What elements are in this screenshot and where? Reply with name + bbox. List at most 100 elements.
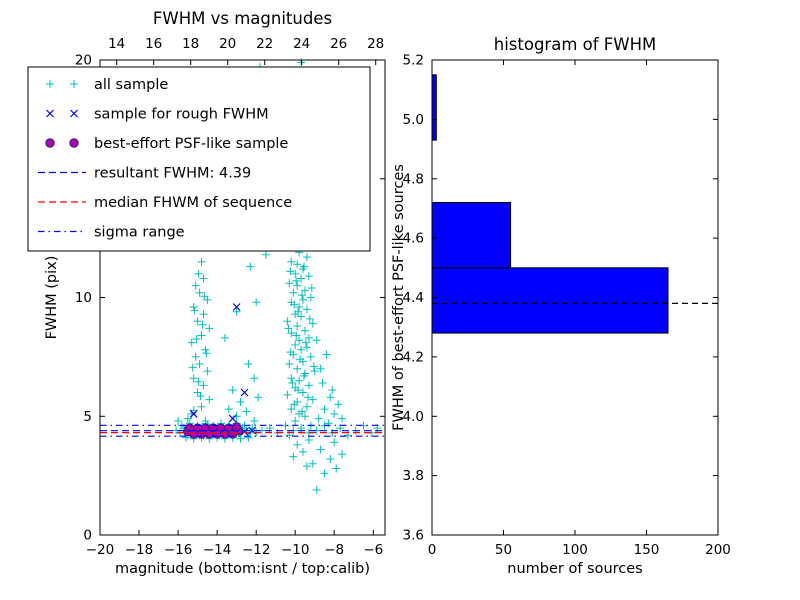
plus-marker (290, 400, 299, 409)
plus-marker (189, 406, 198, 415)
plus-marker (192, 335, 201, 344)
top-x-tick-label: 26 (330, 36, 347, 52)
plus-marker (297, 274, 306, 283)
plus-marker (195, 288, 204, 297)
plus-marker (46, 80, 54, 88)
plus-marker (298, 291, 306, 300)
plus-marker (334, 400, 343, 409)
top-x-tick-label: 28 (367, 36, 384, 52)
plus-marker (228, 386, 237, 395)
plus-marker (312, 485, 321, 494)
plus-marker (205, 324, 214, 333)
right-x-axis-label: number of sources (507, 561, 643, 577)
x-tick-label: −6 (363, 542, 383, 558)
y-tick-label: 4.4 (403, 290, 424, 306)
plus-marker (301, 338, 310, 347)
x-tick-label: 200 (705, 542, 731, 558)
plus-marker (291, 341, 300, 349)
plus-marker (312, 336, 321, 345)
plus-marker (291, 417, 300, 425)
plus-marker (301, 412, 309, 421)
x-marker (46, 109, 54, 118)
x-tick-label: 100 (562, 542, 588, 558)
x-marker (70, 109, 78, 118)
plus-marker (290, 300, 299, 309)
plus-marker (316, 445, 325, 454)
plus-marker (293, 260, 302, 269)
plus-marker (205, 395, 214, 404)
top-x-tick-label: 14 (108, 36, 125, 52)
plus-marker (285, 360, 294, 368)
plus-marker (320, 469, 329, 478)
x-tick-label: −18 (125, 542, 154, 558)
plus-marker (281, 421, 290, 430)
plus-marker (299, 295, 307, 304)
plus-marker (304, 436, 313, 444)
plus-marker (328, 386, 337, 395)
plus-marker (326, 393, 335, 402)
plus-marker (306, 352, 315, 361)
plus-marker (294, 307, 303, 316)
plus-marker (288, 379, 297, 387)
y-tick-label: 3.8 (403, 468, 424, 484)
x-tick-label: −16 (164, 542, 193, 558)
plus-marker (193, 317, 202, 326)
plus-marker (293, 364, 302, 373)
plus-marker (293, 322, 302, 330)
top-x-tick-label: 16 (145, 36, 162, 52)
plus-marker (330, 438, 339, 447)
plus-marker (236, 434, 245, 443)
plus-marker (194, 377, 203, 386)
y-tick-label: 20 (75, 53, 92, 69)
plus-marker (189, 374, 198, 383)
circle-marker (45, 138, 55, 148)
plus-marker (286, 348, 295, 357)
plus-marker (287, 405, 296, 414)
plus-marker (246, 262, 255, 271)
plus-marker (203, 367, 212, 376)
plus-marker (295, 303, 304, 311)
plus-marker (303, 393, 312, 402)
plus-marker (189, 303, 198, 311)
right-plot: 0 50 100 150 200 3.6 3.8 4.0 4.2 4.4 4.6 4.8 5.0 5.2 h… (391, 35, 731, 577)
plus-marker (244, 360, 253, 368)
plus-marker (188, 363, 197, 372)
plus-marker (284, 324, 293, 333)
plus-marker (286, 267, 295, 276)
plus-marker (322, 350, 331, 359)
y-tick-label: 5.2 (403, 53, 424, 69)
plus-marker (297, 312, 306, 321)
legend-entry-median-fhwm-of-sequence: median FHWM of sequence (38, 195, 292, 211)
plus-marker (70, 80, 78, 88)
x-marker (228, 414, 237, 423)
histogram-bar (431, 74, 437, 141)
plus-marker (201, 345, 210, 354)
x-tick-label: −12 (242, 542, 271, 558)
legend-entry-resultant-fwhm-4-39: resultant FWHM: 4.39 (38, 166, 251, 182)
plus-marker (302, 305, 311, 314)
plus-marker (308, 459, 317, 468)
plus-marker (199, 274, 208, 283)
y-tick-label: 5.0 (403, 112, 424, 128)
plus-marker (293, 440, 302, 449)
y-tick-label: 10 (75, 290, 92, 306)
x-tick-label: 0 (428, 542, 437, 558)
plus-marker (300, 371, 308, 380)
plus-marker (283, 390, 292, 399)
legend-label: all sample (94, 77, 168, 93)
plus-marker (291, 269, 300, 278)
plus-marker (183, 414, 192, 423)
x-tick-label: −20 (86, 542, 115, 558)
plus-marker (191, 281, 200, 290)
plus-marker (299, 447, 307, 456)
plus-marker (194, 269, 203, 278)
plus-marker (250, 417, 259, 425)
plus-marker (261, 250, 270, 259)
plus-marker (232, 307, 241, 316)
plus-marker (310, 367, 319, 376)
legend-label: median FHWM of sequence (94, 195, 292, 211)
plus-marker (289, 288, 298, 297)
y-tick-label: 4.2 (403, 349, 424, 365)
plus-marker (200, 292, 209, 301)
